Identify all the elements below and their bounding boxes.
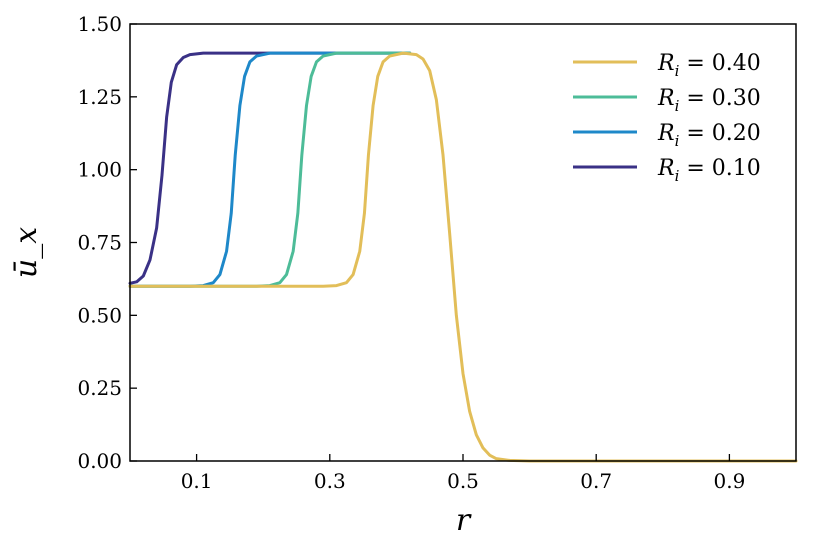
y-tick-label: 0.75 [77, 231, 122, 255]
legend-entry-label: Ri = 0.20 [657, 121, 761, 150]
series-layer [128, 51, 798, 463]
legend-entry-label: Ri = 0.40 [657, 51, 761, 80]
x-axis-label: r [456, 503, 472, 538]
y-tick-label: 1.50 [77, 12, 122, 36]
legend: Ri = 0.40 Ri = 0.30 Ri = 0.20 Ri = 0.10 [573, 51, 761, 185]
y-tick-label: 1.25 [77, 85, 122, 109]
y-tick-label: 0.00 [77, 449, 122, 473]
legend-entry-label: Ri = 0.30 [657, 86, 761, 115]
x-tick-label: 0.9 [713, 469, 745, 493]
x-tick-label: 0.5 [447, 469, 479, 493]
x-tick-label: 0.3 [314, 469, 346, 493]
legend-entry-label: Ri = 0.10 [657, 156, 761, 185]
y-tick-label: 1.00 [77, 158, 122, 182]
x-axis: 0.1 0.3 0.5 0.7 0.9 [181, 454, 745, 493]
series-line [128, 51, 798, 463]
y-axis: 0.00 0.25 0.50 0.75 1.00 1.25 1.50 [77, 12, 137, 473]
y-tick-label: 0.25 [77, 376, 122, 400]
y-axis-label: ū_x [9, 227, 44, 278]
y-tick-label: 0.50 [77, 303, 122, 327]
x-tick-label: 0.1 [181, 469, 213, 493]
series-line [128, 51, 412, 285]
x-tick-label: 0.7 [580, 469, 612, 493]
